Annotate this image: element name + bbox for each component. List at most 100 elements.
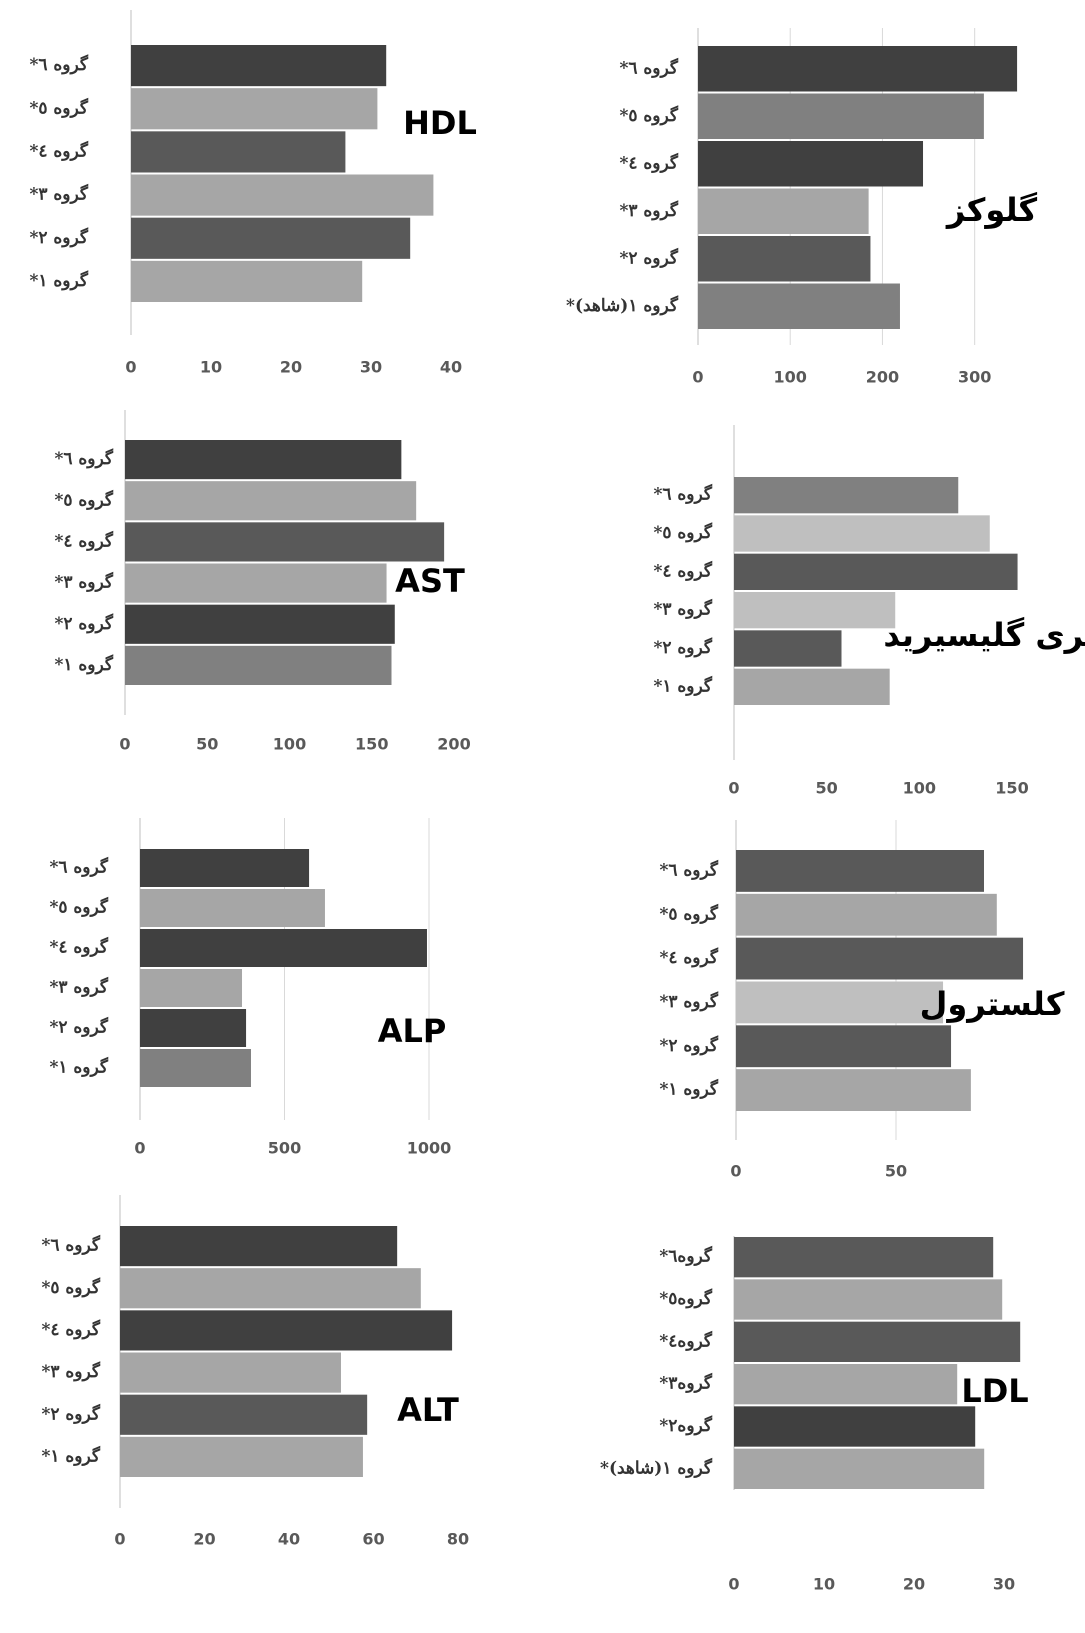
x-tick-label: 20: [903, 1575, 925, 1594]
bar: [734, 515, 990, 552]
category-label: *گروه٢: [659, 1415, 713, 1436]
x-tick-label: 50: [816, 779, 838, 798]
x-tick-label: 20: [193, 1530, 215, 1549]
category-label: *گروه ٥: [653, 522, 712, 543]
x-tick-label: 0: [692, 368, 703, 387]
x-tick-label: 30: [993, 1575, 1015, 1594]
category-label: *گروه ٤: [653, 560, 712, 581]
category-label: *گروه ٢: [41, 1403, 100, 1424]
bar: [120, 1310, 453, 1351]
category-label: *گروه ١(شاهد): [566, 295, 679, 316]
category-label: *گروه٤: [659, 1330, 713, 1351]
bar: [140, 929, 427, 967]
x-tick-label: 150: [995, 779, 1028, 798]
category-label: *گروه ٢: [29, 227, 88, 248]
chart-title: HDL: [403, 104, 477, 142]
bar: [734, 1406, 976, 1447]
category-label: *گروه ٤: [41, 1319, 100, 1340]
x-tick-label: 0: [730, 1162, 741, 1181]
category-label: *گروه ٤: [49, 937, 108, 958]
bar: [125, 604, 395, 644]
bar: [131, 131, 346, 173]
x-tick-label: 50: [196, 735, 218, 754]
x-tick-label: 100: [903, 779, 936, 798]
bar: [698, 93, 984, 139]
category-label: *گروه ٢: [659, 1035, 718, 1056]
bar: [734, 668, 890, 705]
x-tick-label: 300: [958, 368, 991, 387]
category-label: *گروه ٤: [619, 152, 678, 173]
category-label: *گروه ٢: [653, 637, 712, 658]
bar: [120, 1268, 421, 1309]
category-label: *گروه ١: [653, 675, 712, 696]
category-label: *گروه ٤: [54, 530, 113, 551]
category-label: *گروه ٦: [49, 857, 108, 878]
category-label: *گروه ١: [659, 1079, 718, 1100]
category-label: *گروه ٥: [29, 97, 88, 118]
x-tick-label: 0: [728, 779, 739, 798]
x-tick-label: 10: [813, 1575, 835, 1594]
bar: [125, 440, 402, 480]
category-label: *گروه ٥: [41, 1277, 100, 1298]
bar: [140, 889, 325, 927]
x-tick-label: 20: [280, 358, 302, 377]
bar: [736, 981, 944, 1024]
category-label: *گروه ٦: [653, 484, 712, 505]
bar: [140, 1009, 247, 1047]
bar: [131, 217, 411, 259]
x-tick-label: 200: [866, 368, 899, 387]
category-label: *گروه ٣: [653, 599, 712, 620]
bar: [120, 1394, 368, 1435]
category-label: *گروه ١(شاهد): [600, 1457, 713, 1478]
bar: [698, 283, 900, 329]
x-tick-label: 1000: [407, 1139, 452, 1158]
x-tick-label: 10: [200, 358, 222, 377]
x-tick-label: 50: [885, 1162, 907, 1181]
x-tick-label: 0: [134, 1139, 145, 1158]
bar: [736, 1069, 971, 1111]
x-tick-label: 40: [278, 1530, 300, 1549]
category-label: *گروه ١: [54, 654, 113, 675]
x-tick-label: 40: [440, 358, 462, 377]
bar: [734, 1364, 958, 1405]
bar: [734, 1321, 1021, 1362]
x-tick-label: 150: [355, 735, 388, 754]
x-tick-label: 0: [125, 358, 136, 377]
bar: [734, 1279, 1003, 1320]
category-label: *گروه ١: [41, 1445, 100, 1466]
category-label: *گروه ٥: [49, 897, 108, 918]
category-label: *گروه ٦: [619, 57, 678, 78]
x-tick-label: 80: [447, 1530, 469, 1549]
bar: [734, 1448, 985, 1489]
chart-title: AST: [395, 562, 465, 600]
category-label: *گروه ٥: [659, 903, 718, 924]
x-tick-label: 0: [119, 735, 130, 754]
x-tick-label: 200: [437, 735, 470, 754]
bar: [120, 1226, 398, 1267]
category-label: *گروه٣: [659, 1373, 713, 1394]
category-label: *گروه ٤: [29, 140, 88, 161]
chart-title: ALT: [397, 1391, 459, 1429]
x-tick-label: 100: [774, 368, 807, 387]
x-tick-label: 0: [114, 1530, 125, 1549]
category-label: *گروه ٥: [619, 105, 678, 126]
x-tick-label: 100: [273, 735, 306, 754]
bar: [125, 481, 417, 521]
category-label: *گروه٥: [659, 1288, 713, 1309]
bar: [140, 1049, 251, 1087]
bar: [734, 477, 959, 514]
bar: [736, 1025, 952, 1068]
chart-title: تری گلیسیرید: [883, 616, 1085, 654]
bar: [125, 563, 387, 603]
category-label: *گروه ٦: [41, 1235, 100, 1256]
bar: [734, 630, 842, 667]
bar: [140, 849, 310, 887]
bar: [140, 969, 243, 1007]
category-label: *گروه ٤: [659, 947, 718, 968]
category-label: *گروه ٣: [54, 572, 113, 593]
bar: [734, 592, 896, 629]
category-label: *گروه ٦: [659, 859, 718, 880]
category-label: *گروه٦: [659, 1246, 713, 1267]
category-label: *گروه ٦: [54, 448, 113, 469]
x-tick-label: 60: [362, 1530, 384, 1549]
